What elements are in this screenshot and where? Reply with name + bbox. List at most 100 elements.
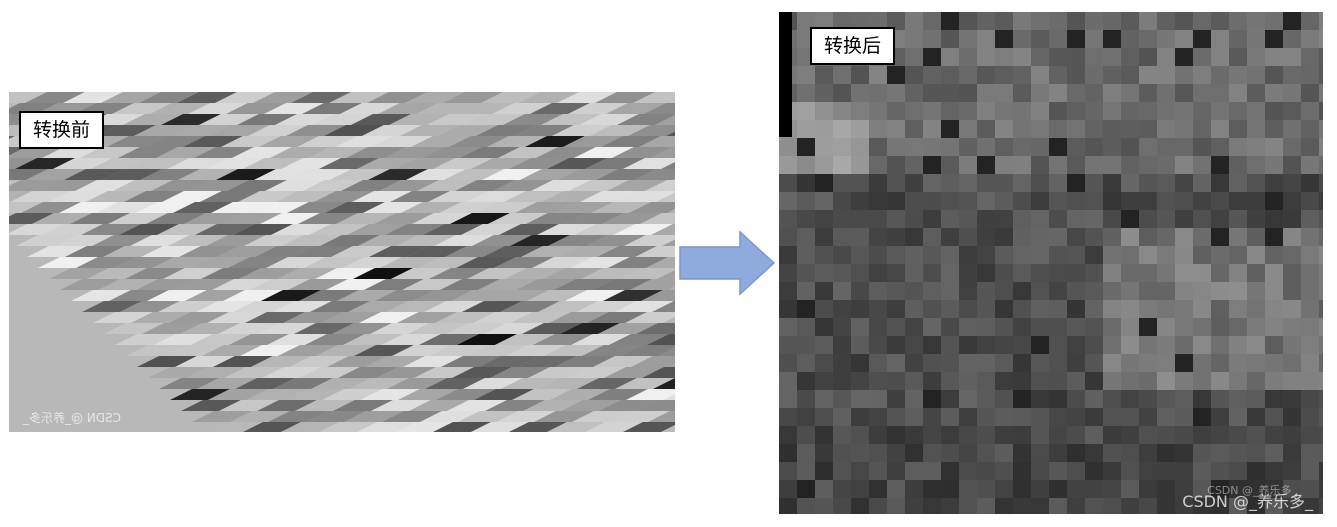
raster-cell xyxy=(869,102,887,120)
raster-cell xyxy=(923,336,941,354)
raster-tile xyxy=(183,136,243,147)
raster-tile xyxy=(243,158,303,169)
raster-tile xyxy=(137,356,197,367)
raster-tile xyxy=(148,367,208,378)
raster-cell xyxy=(1229,192,1247,210)
raster-tile xyxy=(180,323,240,334)
raster-tile xyxy=(527,290,587,301)
raster-tile xyxy=(308,147,368,158)
raster-cell xyxy=(1265,30,1283,48)
raster-tile xyxy=(522,323,582,334)
raster-tile xyxy=(628,125,675,136)
raster-cell xyxy=(1085,372,1103,390)
raster-cell xyxy=(869,156,887,174)
raster-tile xyxy=(351,114,411,125)
raster-cell xyxy=(1049,318,1067,336)
raster-tile xyxy=(531,180,591,191)
raster-tile xyxy=(547,158,607,169)
raster-cell xyxy=(1175,336,1193,354)
raster-tile xyxy=(593,356,653,367)
raster-cell xyxy=(815,354,833,372)
raster-cell xyxy=(1139,174,1157,192)
raster-cell xyxy=(779,336,797,354)
raster-cell xyxy=(941,102,959,120)
raster-tile xyxy=(629,202,675,213)
raster-cell xyxy=(1049,282,1067,300)
raster-tile xyxy=(319,158,379,169)
raster-cell xyxy=(995,498,1013,514)
raster-tile xyxy=(461,224,521,235)
raster-tile xyxy=(555,356,615,367)
raster-cell xyxy=(1067,408,1085,426)
raster-tile xyxy=(194,147,254,158)
raster-tile xyxy=(10,191,70,202)
raster-cell xyxy=(1193,408,1211,426)
raster-cell xyxy=(1103,66,1121,84)
raster-cell xyxy=(941,84,959,102)
raster-cell xyxy=(1193,354,1211,372)
raster-cell xyxy=(779,462,797,480)
raster-tile xyxy=(467,268,527,279)
raster-tile xyxy=(319,422,377,432)
raster-cell xyxy=(851,264,869,282)
before-label: 转换前 xyxy=(19,111,105,149)
raster-cell xyxy=(995,408,1013,426)
raster-tile xyxy=(297,136,357,147)
raster-cell xyxy=(797,174,815,192)
raster-cell xyxy=(1193,480,1211,498)
raster-cell xyxy=(1157,444,1175,462)
raster-cell xyxy=(1085,138,1103,156)
raster-cell xyxy=(1121,336,1139,354)
raster-tile xyxy=(82,301,142,312)
raster-cell xyxy=(941,120,959,138)
raster-cell xyxy=(1013,426,1031,444)
raster-tile xyxy=(275,114,335,125)
raster-tile xyxy=(472,235,532,246)
raster-tile xyxy=(549,312,609,323)
raster-cell xyxy=(1157,102,1175,120)
raster-tile xyxy=(626,389,675,400)
raster-cell xyxy=(1031,408,1049,426)
raster-cell xyxy=(1229,228,1247,246)
raster-cell xyxy=(1319,192,1323,210)
raster-tile xyxy=(349,378,409,389)
raster-tile xyxy=(407,246,467,257)
raster-tile xyxy=(277,268,337,279)
raster-cell xyxy=(1085,210,1103,228)
raster-tile xyxy=(487,136,547,147)
raster-cell xyxy=(1103,282,1121,300)
after-raster-image xyxy=(779,12,1323,514)
raster-cell xyxy=(923,12,941,30)
raster-cell xyxy=(869,264,887,282)
raster-tile xyxy=(292,169,352,180)
raster-cell xyxy=(1139,156,1157,174)
raster-tile xyxy=(163,268,223,279)
raster-cell xyxy=(1031,444,1049,462)
raster-tile xyxy=(288,279,348,290)
raster-tile xyxy=(389,114,449,125)
raster-cell xyxy=(815,390,833,408)
raster-cell xyxy=(1049,480,1067,498)
raster-cell xyxy=(887,120,905,138)
raster-cell xyxy=(905,264,923,282)
raster-cell xyxy=(1121,12,1139,30)
raster-cell xyxy=(887,300,905,318)
raster-cell xyxy=(1121,372,1139,390)
raster-cell xyxy=(833,282,851,300)
raster-tile xyxy=(503,114,563,125)
raster-tile xyxy=(478,279,538,290)
raster-tile xyxy=(500,301,560,312)
raster-cell xyxy=(1085,246,1103,264)
raster-tile xyxy=(60,279,120,290)
raster-tile xyxy=(9,180,59,191)
raster-cell xyxy=(1283,228,1301,246)
raster-cell xyxy=(941,282,959,300)
raster-cell xyxy=(1283,354,1301,372)
raster-cell xyxy=(1157,264,1175,282)
raster-cell xyxy=(977,498,995,514)
raster-cell xyxy=(1301,120,1319,138)
arrow-shape xyxy=(679,230,776,296)
raster-tile xyxy=(476,125,536,136)
raster-cell xyxy=(1265,498,1283,514)
raster-cell xyxy=(1157,156,1175,174)
